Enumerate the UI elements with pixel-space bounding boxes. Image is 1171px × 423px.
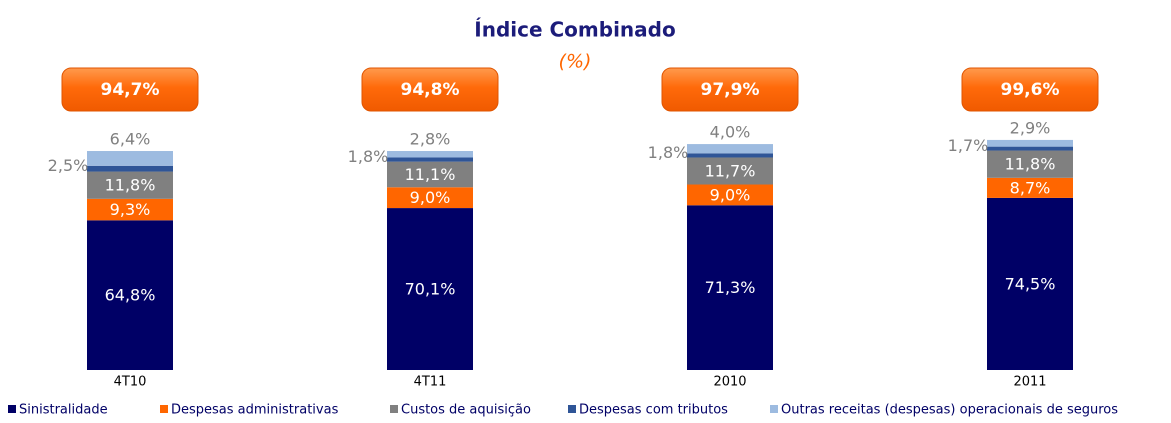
bar-segment bbox=[87, 151, 173, 166]
legend-label: Custos de aquisição bbox=[401, 403, 531, 418]
x-tick-label: 2010 bbox=[713, 375, 746, 390]
bar-segment bbox=[87, 220, 173, 370]
chart-subtitle: (%) bbox=[559, 51, 592, 73]
bar-segment bbox=[987, 197, 1073, 370]
legend-swatch bbox=[770, 405, 778, 413]
data-label: 11,8% bbox=[1005, 155, 1056, 174]
data-label: 1,8% bbox=[648, 143, 689, 162]
total-box bbox=[361, 67, 499, 112]
data-label: 64,8% bbox=[105, 286, 156, 305]
bar-segment bbox=[87, 171, 173, 199]
legend-label: Sinistralidade bbox=[19, 403, 108, 418]
chart-title: Índice Combinado bbox=[474, 18, 675, 42]
bar-segment bbox=[387, 208, 473, 370]
data-label: 2,8% bbox=[410, 130, 451, 149]
bar-segment bbox=[987, 177, 1073, 198]
total-label: 97,9% bbox=[701, 80, 760, 100]
total-label: 94,7% bbox=[101, 80, 160, 100]
legend-swatch bbox=[390, 405, 398, 413]
data-label: 9,0% bbox=[410, 188, 451, 207]
data-label: 8,7% bbox=[1010, 178, 1051, 197]
total-label: 94,8% bbox=[401, 80, 460, 100]
data-label: 11,7% bbox=[705, 161, 756, 180]
data-label: 70,1% bbox=[405, 280, 456, 299]
bar-segment bbox=[687, 153, 773, 158]
bar-segment bbox=[387, 151, 473, 158]
data-label: 2,9% bbox=[1010, 118, 1051, 137]
data-label: 4,0% bbox=[710, 123, 751, 142]
data-label: 1,7% bbox=[948, 136, 989, 155]
data-label: 2,5% bbox=[48, 156, 89, 175]
data-label: 9,3% bbox=[110, 200, 151, 219]
bar-segment bbox=[687, 184, 773, 206]
bar-segment bbox=[87, 165, 173, 172]
legend-swatch bbox=[160, 405, 168, 413]
bar-segment bbox=[987, 146, 1073, 151]
data-label: 11,1% bbox=[405, 165, 456, 184]
bar-segment bbox=[687, 144, 773, 154]
data-label: 6,4% bbox=[110, 130, 151, 149]
bar-segment bbox=[387, 157, 473, 162]
bar-segment bbox=[687, 205, 773, 370]
data-label: 1,8% bbox=[348, 147, 389, 166]
legend-label: Outras receitas (despesas) operacionais … bbox=[781, 403, 1118, 418]
bar-segment bbox=[387, 187, 473, 209]
bar-segment bbox=[87, 198, 173, 221]
total-box bbox=[61, 67, 199, 112]
x-tick-label: 4T11 bbox=[414, 375, 447, 390]
bar-segment bbox=[387, 161, 473, 188]
legend-label: Despesas com tributos bbox=[579, 403, 728, 418]
total-label: 99,6% bbox=[1001, 80, 1060, 100]
x-tick-label: 4T10 bbox=[114, 375, 147, 390]
data-label: 74,5% bbox=[1005, 274, 1056, 293]
data-label: 11,8% bbox=[105, 176, 156, 195]
legend-label: Despesas administrativas bbox=[171, 403, 339, 418]
bar-segment bbox=[687, 157, 773, 185]
legend-swatch bbox=[568, 405, 576, 413]
legend-swatch bbox=[8, 405, 16, 413]
bar-segment bbox=[987, 150, 1073, 178]
data-label: 71,3% bbox=[705, 278, 756, 297]
x-tick-label: 2011 bbox=[1013, 375, 1046, 390]
bar-segment bbox=[987, 139, 1073, 147]
data-label: 9,0% bbox=[710, 185, 751, 204]
total-box bbox=[661, 67, 799, 112]
total-box bbox=[961, 67, 1099, 112]
